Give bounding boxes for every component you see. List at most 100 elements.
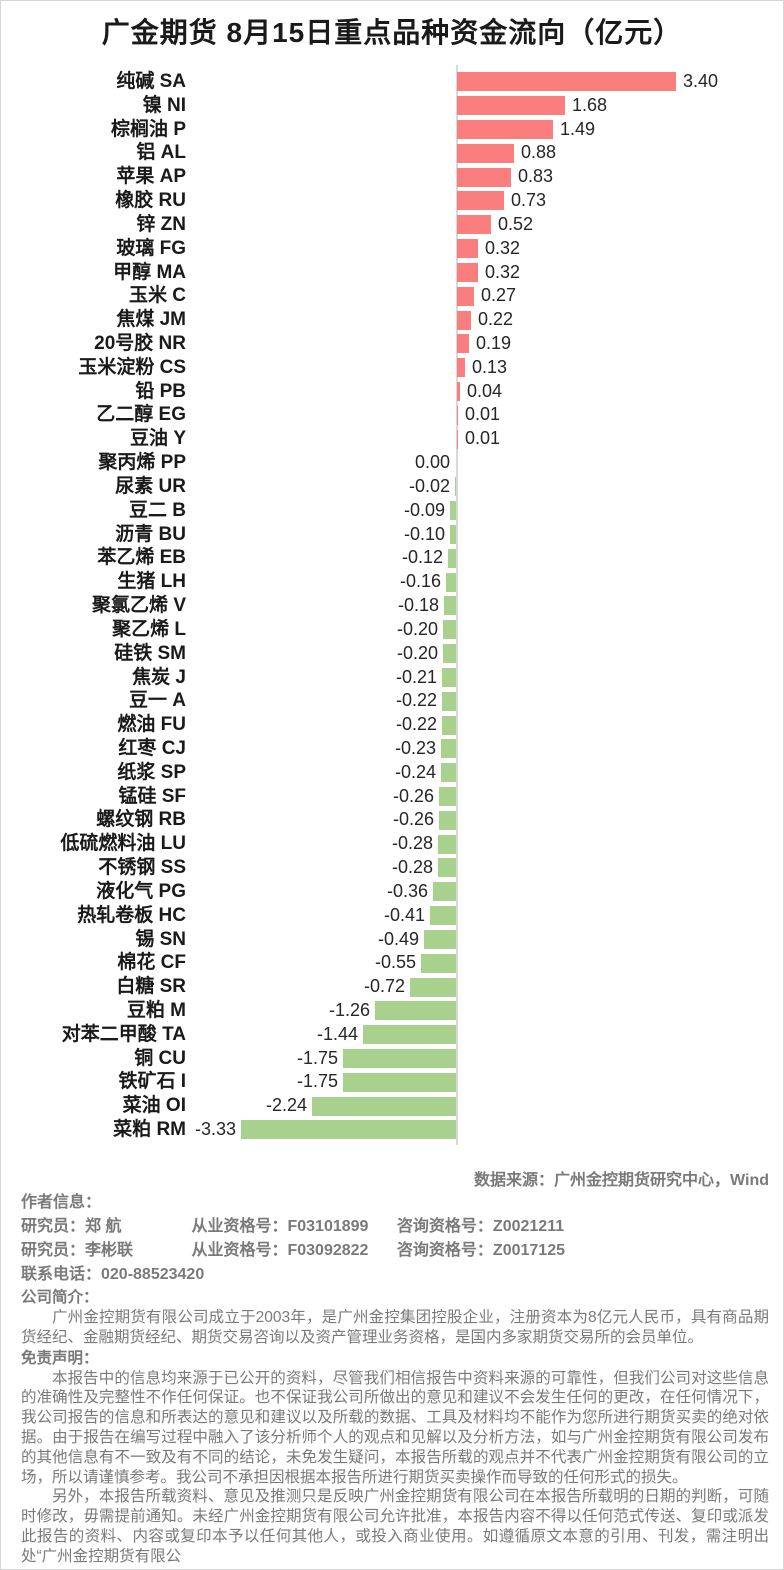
chart-row: 铅 PB 0.04 — [1, 380, 783, 404]
chart-row: 锰硅 SF -0.26 — [1, 785, 783, 809]
bar-negative — [430, 906, 456, 926]
value-label: -0.10 — [403, 523, 445, 544]
category-label: 玻璃 FG — [116, 237, 186, 259]
bar-negative — [441, 739, 456, 759]
value-label: -0.41 — [383, 904, 425, 925]
chart-row: 棕榈油 P 1.49 — [1, 118, 783, 142]
category-label: 焦煤 JM — [116, 309, 186, 331]
bar-negative — [455, 477, 456, 497]
chart-row: 菜油 OI -2.24 — [1, 1094, 783, 1118]
category-label: 聚丙烯 PP — [98, 452, 186, 474]
chart-row: 燃油 FU -0.22 — [1, 713, 783, 737]
category-label: 对苯二甲酸 TA — [61, 1023, 186, 1045]
category-label: 棕榈油 P — [111, 118, 186, 140]
chart-row: 红枣 CJ -0.23 — [1, 737, 783, 761]
value-label: -0.18 — [397, 595, 439, 616]
category-label: 豆二 B — [128, 499, 186, 521]
bar-positive — [457, 191, 504, 211]
researcher-name: 研究员：李彬联 — [21, 1242, 134, 1259]
category-label: 铝 AL — [136, 142, 186, 164]
category-label: 棉花 CF — [117, 952, 186, 974]
bar-negative — [439, 786, 456, 806]
category-label: 不锈钢 SS — [98, 857, 186, 879]
bar-positive — [457, 334, 469, 354]
bar-negative — [375, 1001, 456, 1021]
value-label: 0.04 — [467, 380, 503, 401]
chart-row: 豆油 Y 0.01 — [1, 427, 783, 451]
value-label: 0.27 — [481, 285, 517, 306]
category-label: 聚氯乙烯 V — [92, 595, 186, 617]
category-label: 苹果 AP — [116, 166, 186, 188]
chart-row: 低硫燃料油 LU -0.28 — [1, 832, 783, 856]
category-label: 白糖 SR — [116, 976, 186, 998]
value-label: 0.88 — [521, 142, 557, 163]
practice-cert-no: 从业资格号：F03101899 — [191, 1218, 369, 1235]
value-label: 0.00 — [414, 452, 450, 473]
zero-axis-line — [456, 65, 458, 1145]
chart-row: 苯乙烯 EB -0.12 — [1, 546, 783, 570]
category-label: 豆粕 M — [126, 999, 186, 1021]
category-label: 20号胶 NR — [94, 333, 186, 355]
chart-row: 乙二醇 EG 0.01 — [1, 403, 783, 427]
value-label: -0.12 — [401, 547, 443, 568]
bar-positive — [457, 72, 676, 92]
chart-row: 沥青 BU -0.10 — [1, 523, 783, 547]
bar-positive — [457, 167, 511, 187]
bar-negative — [443, 620, 456, 640]
category-label: 豆油 Y — [130, 428, 186, 450]
chart-row: 不锈钢 SS -0.28 — [1, 856, 783, 880]
value-label: 0.32 — [485, 237, 521, 258]
chart-row: 铜 CU -1.75 — [1, 1047, 783, 1071]
value-label: 3.40 — [683, 71, 719, 91]
company-intro-text: 广州金控期货有限公司成立于2003年，是广州金控集团控股企业，注册资本为8亿元人… — [21, 1309, 769, 1346]
category-label: 豆一 A — [128, 690, 186, 712]
value-label: 0.22 — [478, 309, 514, 330]
chart-row: 镍 NI 1.68 — [1, 94, 783, 118]
category-label: 玉米淀粉 CS — [78, 356, 186, 378]
value-label: -0.20 — [396, 642, 438, 663]
author-heading: 作者信息： — [21, 1194, 102, 1211]
value-label: 0.83 — [518, 166, 554, 187]
bar-positive — [457, 382, 460, 402]
bar-positive — [457, 215, 491, 235]
footer-info: 数据来源：广州金控期货研究中心，Wind 作者信息： 研究员：郑 航 从业资格号… — [21, 1171, 769, 1567]
category-label: 热轧卷板 HC — [77, 904, 186, 926]
category-label: 生猪 LH — [117, 571, 186, 593]
category-label: 玉米 C — [128, 285, 186, 307]
value-label: -0.26 — [392, 809, 434, 830]
disclaimer-paragraph-2: 另外，本报告所载资料、意见及推测只是反映广州金控期货有限公司在本报告所载明的日期… — [21, 1488, 769, 1565]
chart-row: 苹果 AP 0.83 — [1, 165, 783, 189]
bar-negative — [448, 548, 456, 568]
category-label: 苯乙烯 EB — [97, 547, 186, 569]
chart-row: 豆二 B -0.09 — [1, 499, 783, 523]
value-label: -0.22 — [395, 714, 437, 735]
category-label: 纸浆 SP — [117, 761, 186, 783]
chart-row: 硅铁 SM -0.20 — [1, 642, 783, 666]
value-label: 0.19 — [476, 333, 512, 354]
category-label: 硅铁 SM — [114, 642, 186, 664]
category-label: 菜粕 RM — [113, 1119, 186, 1141]
researcher-line-2: 研究员：李彬联 从业资格号：F03092822 咨询资格号：Z0017125 — [21, 1239, 769, 1263]
chart-row: 豆一 A -0.22 — [1, 689, 783, 713]
value-label: -0.21 — [395, 666, 437, 687]
category-label: 螺纹钢 RB — [96, 809, 186, 831]
value-label: 1.68 — [572, 94, 608, 115]
value-label: -0.28 — [391, 857, 433, 878]
chart-row: 菜粕 RM -3.33 — [1, 1118, 783, 1142]
chart-row: 聚乙烯 L -0.20 — [1, 618, 783, 642]
value-label: -3.33 — [194, 1119, 236, 1140]
category-label: 燃油 FU — [117, 714, 186, 736]
category-label: 液化气 PG — [96, 880, 186, 902]
bar-negative — [438, 834, 456, 854]
value-label: -2.24 — [265, 1095, 307, 1116]
category-label: 橡胶 RU — [115, 190, 186, 212]
value-label: -0.72 — [363, 976, 405, 997]
advisory-cert-no: 咨询资格号：Z0017125 — [396, 1242, 565, 1259]
category-label: 铅 PB — [135, 380, 186, 402]
chart-row: 热轧卷板 HC -0.41 — [1, 904, 783, 928]
value-label: 1.49 — [560, 118, 596, 139]
bar-positive — [457, 143, 514, 163]
bar-negative — [450, 501, 456, 521]
value-label: 0.52 — [498, 213, 534, 234]
category-label: 红枣 CJ — [118, 737, 186, 759]
